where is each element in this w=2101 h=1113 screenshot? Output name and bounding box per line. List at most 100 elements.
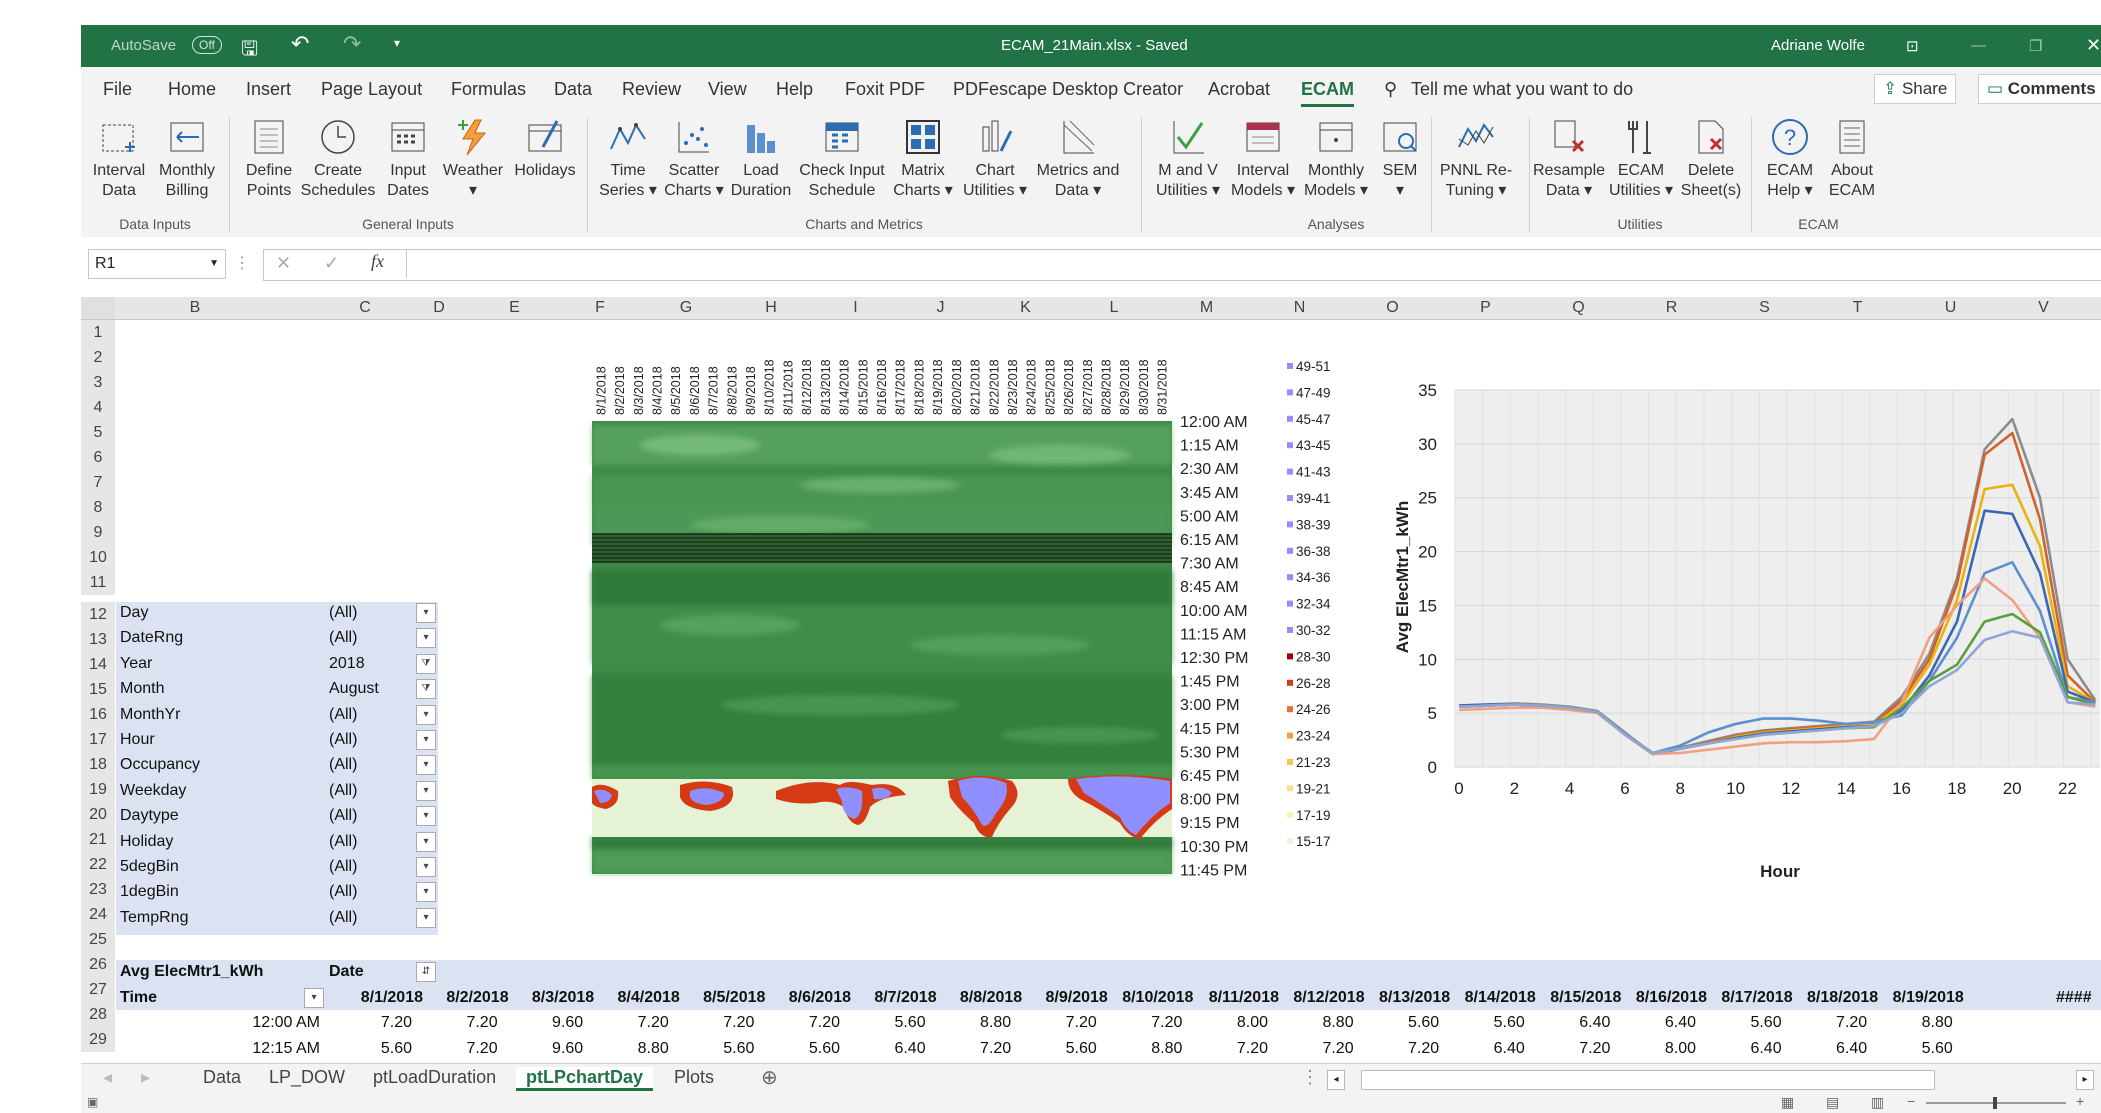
column-header[interactable]: I — [853, 299, 858, 316]
table-cell[interactable]: 5.60 — [380, 1039, 412, 1057]
monthly-billing-button[interactable]: Monthly Billing — [154, 117, 220, 201]
row-header[interactable]: 13 — [81, 627, 115, 652]
comments-button[interactable]: ▭ Comments — [1978, 74, 2101, 104]
table-cell[interactable]: 7.20 — [1151, 1014, 1183, 1031]
table-cell[interactable]: 5.60 — [1750, 1014, 1782, 1031]
table-cell[interactable]: 5.60 — [1921, 1039, 1953, 1057]
create-schedules-button[interactable]: Create Schedules — [299, 117, 377, 201]
column-header[interactable]: L — [1109, 299, 1119, 316]
row-header[interactable]: 21 — [81, 827, 115, 852]
filter-dropdown[interactable]: ▾ — [416, 603, 436, 623]
ecam-help-button[interactable]: ? ECAM Help ▾ — [1757, 117, 1823, 201]
table-cell[interactable]: 5.60 — [894, 1014, 926, 1031]
undo-icon[interactable]: ↶ — [291, 31, 310, 56]
pnnl-retuning-button[interactable]: PNNL Re- Tuning ▾ — [1431, 117, 1521, 201]
tab-view[interactable]: View — [708, 79, 747, 99]
column-header[interactable]: R — [1665, 299, 1678, 316]
filter-dropdown[interactable]: ▾ — [416, 806, 436, 827]
table-cell[interactable]: 6.40 — [1664, 1014, 1696, 1031]
table-cell[interactable]: 7.20 — [1836, 1014, 1868, 1031]
date-column-header[interactable]: 8/4/2018 — [617, 989, 680, 1006]
tab-pdfescape[interactable]: PDFescape Desktop Creator — [953, 79, 1184, 99]
date-column-header[interactable]: 8/8/2018 — [959, 989, 1023, 1006]
date-column-header[interactable]: 8/12/2018 — [1293, 989, 1365, 1006]
column-header[interactable]: O — [1386, 299, 1399, 316]
check-input-schedule-button[interactable]: Check Input Schedule — [794, 117, 890, 201]
load-duration-button[interactable]: Load Duration — [728, 117, 794, 201]
delete-sheets-button[interactable]: Delete Sheet(s) — [1671, 117, 1751, 201]
filter-active-icon[interactable]: ⧩ — [416, 679, 436, 700]
tab-help[interactable]: Help — [776, 79, 814, 99]
row-header[interactable]: 19 — [81, 777, 115, 802]
select-all-corner[interactable] — [81, 297, 115, 319]
m-and-v-utilities-button[interactable]: M and V Utilities ▾ — [1143, 117, 1233, 201]
prev-sheet-icon[interactable]: ◂ — [103, 1067, 113, 1087]
enter-icon[interactable]: ✓ — [324, 253, 340, 273]
scroll-left-button[interactable]: ◂ — [1327, 1070, 1345, 1090]
table-cell[interactable]: 8.80 — [637, 1039, 669, 1057]
column-header[interactable]: Q — [1572, 299, 1585, 316]
ribbon-display-icon[interactable]: ⊡ — [1906, 38, 1919, 55]
monthly-models-button[interactable]: Monthly Models ▾ — [1297, 117, 1375, 201]
metrics-and-data-button[interactable]: Metrics and Data ▾ — [1028, 117, 1128, 201]
tab-insert[interactable]: Insert — [246, 79, 292, 99]
row-header[interactable]: 25 — [81, 927, 115, 952]
user-name[interactable]: Adriane Wolfe — [1771, 37, 1865, 54]
table-cell[interactable]: 7.20 — [808, 1014, 840, 1031]
row-header[interactable]: 14 — [81, 652, 115, 677]
table-cell[interactable]: 7.20 — [466, 1039, 498, 1057]
row-header[interactable]: 5 — [81, 420, 115, 445]
page-break-view-icon[interactable]: ▥ — [1871, 1094, 1885, 1110]
table-cell[interactable]: 8.80 — [1151, 1039, 1183, 1057]
date-column-header[interactable]: #### — [2056, 989, 2092, 1006]
zoom-out-icon[interactable]: − — [1907, 1093, 1916, 1109]
ecam-utilities-button[interactable]: ECAM Utilities ▾ — [1601, 117, 1681, 201]
row-header[interactable]: 26 — [81, 952, 115, 977]
page-layout-view-icon[interactable]: ▤ — [1826, 1094, 1840, 1110]
column-filter-icon[interactable]: ⇵ — [416, 962, 436, 982]
normal-view-icon[interactable]: ▦ — [1781, 1094, 1795, 1110]
table-cell[interactable]: 7.20 — [723, 1014, 755, 1031]
row-header[interactable]: 18 — [81, 752, 115, 777]
row-header[interactable]: 24 — [81, 902, 115, 927]
column-header[interactable]: T — [1852, 299, 1863, 316]
filter-dropdown[interactable]: ▾ — [416, 704, 436, 725]
sheet-tab[interactable]: Plots — [674, 1067, 715, 1087]
date-column-header[interactable]: 8/7/2018 — [874, 989, 937, 1006]
row-header[interactable]: 22 — [81, 852, 115, 877]
filter-dropdown[interactable]: ▾ — [416, 780, 436, 801]
row-header[interactable]: 4 — [81, 395, 115, 420]
tab-review[interactable]: Review — [622, 79, 682, 99]
row-header[interactable]: 1 — [81, 320, 115, 345]
horizontal-scrollbar[interactable] — [1361, 1070, 1935, 1090]
table-cell[interactable]: 8.80 — [980, 1014, 1012, 1031]
share-button[interactable]: ⇪ Share — [1874, 74, 1957, 104]
row-header[interactable]: 15 — [81, 677, 115, 702]
table-cell[interactable]: 8.80 — [1921, 1014, 1953, 1031]
sheet-tab[interactable]: Data — [203, 1067, 242, 1087]
table-cell[interactable]: 9.60 — [552, 1014, 584, 1031]
row-header[interactable]: 16 — [81, 702, 115, 727]
column-header[interactable]: U — [1944, 299, 1957, 316]
column-header[interactable]: F — [595, 299, 605, 316]
close-icon[interactable]: ✕ — [2086, 35, 2101, 55]
chart-utilities-button[interactable]: Chart Utilities ▾ — [955, 117, 1035, 201]
next-sheet-icon[interactable]: ▸ — [141, 1067, 151, 1087]
table-cell[interactable]: 7.20 — [466, 1014, 498, 1031]
time-series-button[interactable]: Time Series ▾ — [593, 117, 663, 201]
column-header[interactable]: E — [509, 299, 520, 316]
row-header[interactable]: 7 — [81, 470, 115, 495]
tab-file[interactable]: File — [103, 79, 133, 99]
date-column-header[interactable]: 8/17/2018 — [1721, 989, 1793, 1006]
filter-active-icon[interactable]: ⧩ — [416, 653, 436, 674]
table-cell[interactable]: 6.40 — [1579, 1014, 1611, 1031]
resample-data-button[interactable]: Resample Data ▾ — [1526, 117, 1612, 201]
table-cell[interactable]: 8.00 — [1664, 1039, 1696, 1057]
table-cell[interactable]: 7.20 — [1322, 1039, 1354, 1057]
tab-acrobat[interactable]: Acrobat — [1208, 79, 1271, 99]
table-cell[interactable]: 5.60 — [1065, 1039, 1097, 1057]
date-column-header[interactable]: 8/6/2018 — [788, 989, 851, 1006]
row-header[interactable]: 9 — [81, 520, 115, 545]
macro-record-icon[interactable]: ▣ — [87, 1095, 99, 1109]
sem-button[interactable]: SEM ▾ — [1371, 117, 1429, 201]
